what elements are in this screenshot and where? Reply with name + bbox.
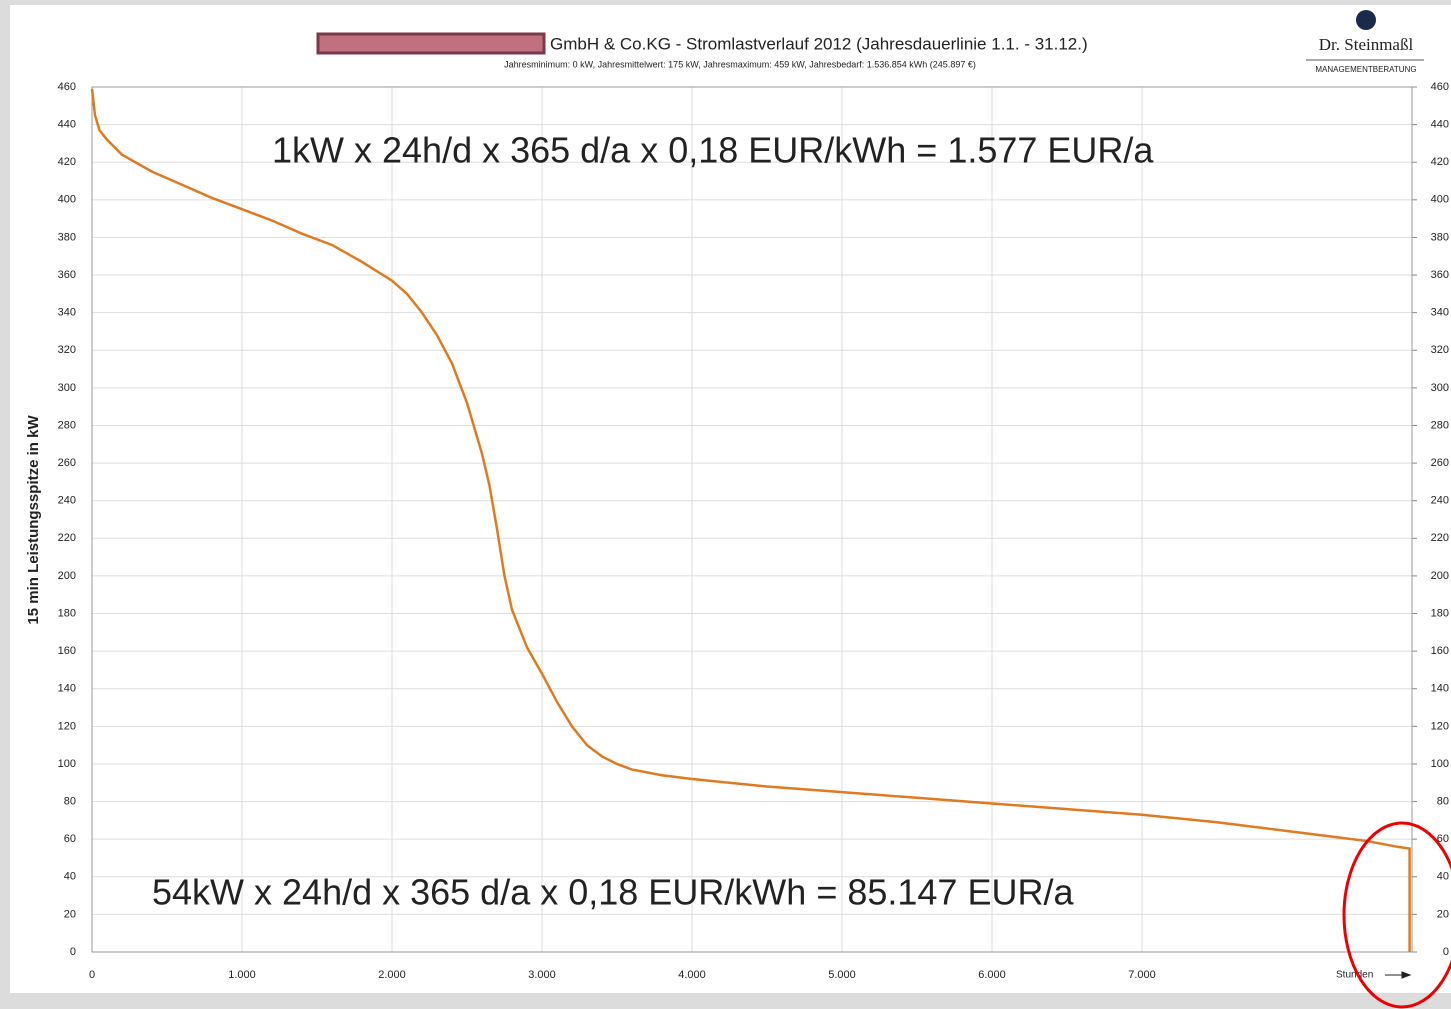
y2-tick-label: 420: [1431, 156, 1449, 168]
y2-tick-label: 80: [1437, 795, 1449, 807]
y-tick-label: 460: [58, 81, 76, 93]
y-tick-label: 60: [64, 833, 76, 845]
x-arrow: [1385, 971, 1412, 979]
chart-title: GmbH & Co.KG - Stromlastverlauf 2012 (Ja…: [550, 34, 1088, 53]
y-tick-label: 420: [58, 156, 76, 168]
y2-tick-label: 200: [1431, 570, 1449, 582]
highlight-circle: [1342, 821, 1451, 1009]
x-axis-label: Stunden: [1336, 970, 1373, 981]
y-tick-label: 20: [64, 908, 76, 920]
y2-tick-label: 240: [1431, 495, 1449, 507]
x-tick-label: 7.000: [1128, 969, 1156, 981]
plot-frame: [91, 86, 1413, 953]
y-tick-label: 40: [64, 871, 76, 883]
annotation: 1kW x 24h/d x 365 d/a x 0,18 EUR/kWh = 1…: [272, 130, 1154, 171]
y2-tick-label: 460: [1431, 81, 1449, 93]
x-tick-label: 5.000: [828, 969, 856, 981]
y-tick-label: 0: [70, 946, 76, 958]
annotation: 54kW x 24h/d x 365 d/a x 0,18 EUR/kWh = …: [152, 872, 1074, 913]
y2-tick-label: 120: [1431, 720, 1449, 732]
y2-tick-label: 440: [1431, 119, 1449, 131]
y2-tick-label: 360: [1431, 269, 1449, 281]
y2-tick-label: 100: [1431, 758, 1449, 770]
y-tick-label: 340: [58, 307, 76, 319]
y-tick-label: 280: [58, 419, 76, 431]
y-tick-label: 440: [58, 119, 76, 131]
logo-icon: [1356, 10, 1376, 30]
y2-tick-label: 60: [1437, 833, 1449, 845]
x-tick-label: 6.000: [978, 969, 1006, 981]
logo-sub: MANAGEMENTBERATUNG: [1315, 65, 1416, 74]
y-tick-label: 240: [58, 495, 76, 507]
y2-tick-label: 0: [1443, 946, 1449, 958]
y2-tick-label: 300: [1431, 382, 1449, 394]
x-tick-label: 1.000: [228, 969, 256, 981]
y2-tick-label: 180: [1431, 607, 1449, 619]
x-tick-label: 0: [89, 969, 95, 981]
plot: 0204060801001201401601802002202402602803…: [58, 81, 1449, 981]
y-tick-label: 100: [58, 758, 76, 770]
redaction: [316, 32, 546, 55]
y-tick-label: 180: [58, 607, 76, 619]
y2-tick-label: 340: [1431, 307, 1449, 319]
y-tick-label: 200: [58, 570, 76, 582]
x-tick-label: 2.000: [378, 969, 406, 981]
y-tick-label: 160: [58, 645, 76, 657]
y2-tick-label: 400: [1431, 194, 1449, 206]
series-line: [90, 88, 1411, 952]
chart-subtitle: Jahresminimum: 0 kW, Jahresmittelwert: 1…: [504, 59, 976, 69]
x-tick-label: 3.000: [528, 969, 556, 981]
y-tick-label: 220: [58, 532, 76, 544]
y-tick-label: 260: [58, 457, 76, 469]
y-axis-label: 15 min Leistungsspitze in kW: [25, 415, 42, 625]
y2-tick-label: 260: [1431, 457, 1449, 469]
y2-tick-label: 380: [1431, 231, 1449, 243]
y2-tick-label: 140: [1431, 683, 1449, 695]
y2-tick-label: 40: [1437, 871, 1449, 883]
y2-tick-label: 20: [1437, 908, 1449, 920]
y-tick-label: 380: [58, 231, 76, 243]
x-tick-label: 4.000: [678, 969, 706, 981]
y-tick-label: 360: [58, 269, 76, 281]
y2-tick-label: 320: [1431, 344, 1449, 356]
y-tick-label: 80: [64, 795, 76, 807]
y-tick-label: 400: [58, 194, 76, 206]
y-tick-label: 300: [58, 382, 76, 394]
y-tick-label: 320: [58, 344, 76, 356]
logo: Dr. Steinmaßl: [1319, 35, 1414, 54]
y2-tick-label: 160: [1431, 645, 1449, 657]
y-tick-label: 140: [58, 683, 76, 695]
y2-tick-label: 280: [1431, 419, 1449, 431]
y-tick-label: 120: [58, 720, 76, 732]
panel: [10, 5, 1451, 993]
y2-tick-label: 220: [1431, 532, 1449, 544]
